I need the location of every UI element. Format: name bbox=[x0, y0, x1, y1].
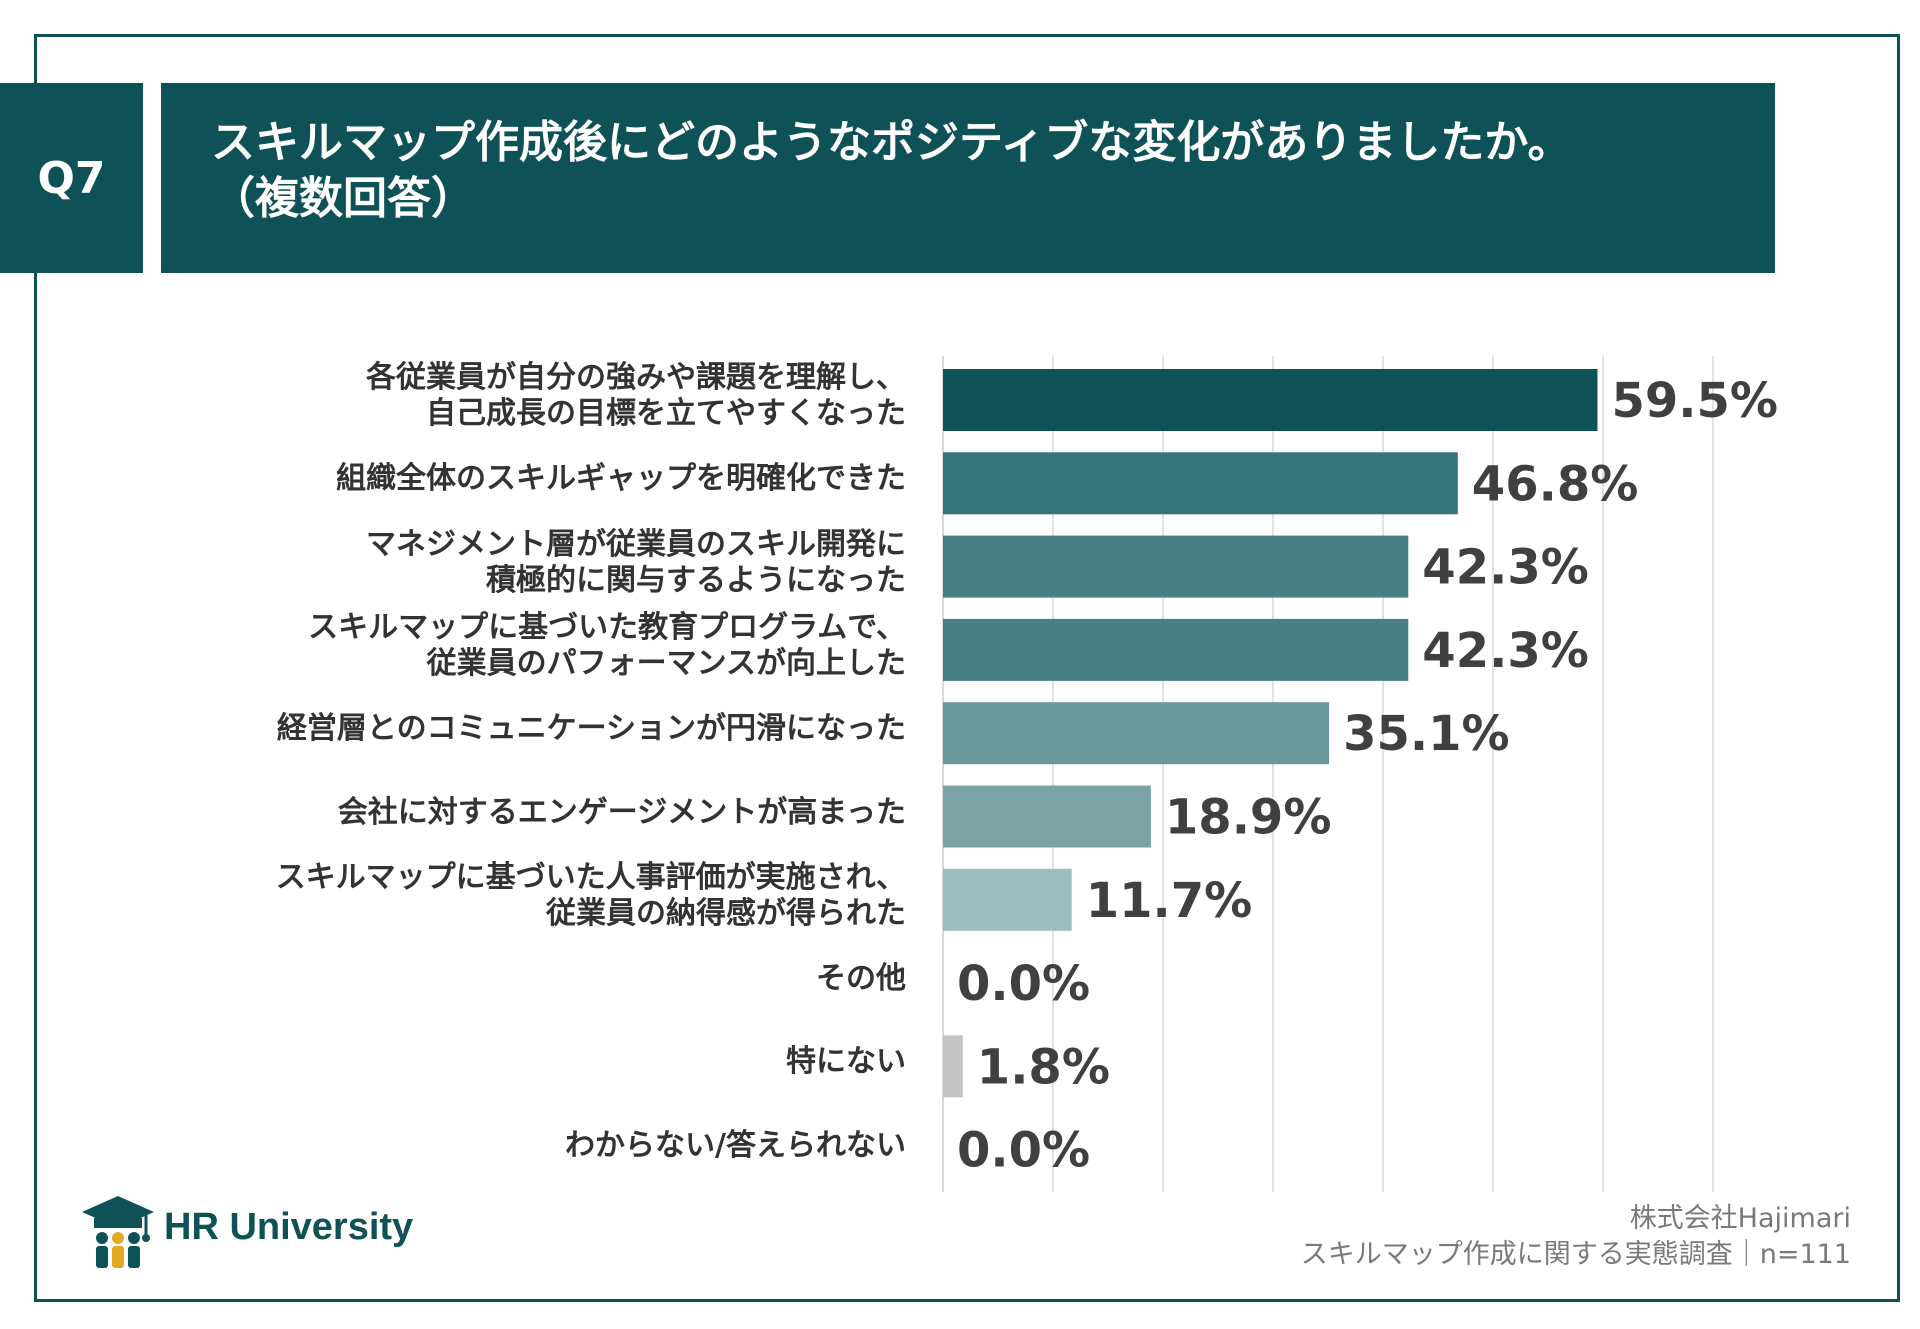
hr-university-logo: HR University bbox=[76, 1190, 416, 1270]
category-label: マネジメント層が従業員のスキル開発に 積極的に関与するようになった bbox=[366, 527, 906, 599]
category-label-line: 従業員の納得感が得られた bbox=[546, 895, 906, 931]
category-label: 会社に対するエンゲージメントが高まった bbox=[338, 795, 906, 831]
bar-value-label: 46.8% bbox=[1472, 456, 1639, 512]
bar-value-label: 35.1% bbox=[1343, 706, 1510, 762]
bar-value-label: 0.0% bbox=[957, 956, 1090, 1012]
category-label-line: 特にない bbox=[786, 1044, 906, 1080]
bar bbox=[943, 535, 1409, 598]
bar bbox=[943, 702, 1330, 765]
bar bbox=[943, 452, 1458, 515]
bar-value-label: 59.5% bbox=[1612, 373, 1779, 429]
bar-value-label: 0.0% bbox=[957, 1123, 1090, 1179]
category-label-line: 自己成長の目標を立てやすくなった bbox=[426, 396, 906, 431]
outer-frame bbox=[34, 34, 1900, 1302]
category-label: スキルマップに基づいた教育プログラムで、 従業員のパフォーマンスが向上した bbox=[308, 610, 906, 682]
category-label: 組織全体のスキルギャップを明確化できた bbox=[336, 461, 906, 497]
category-label-line: スキルマップに基づいた人事評価が実施され、 bbox=[275, 859, 906, 895]
category-label-line: その他 bbox=[816, 961, 906, 997]
category-label-line: スキルマップに基づいた教育プログラムで、 bbox=[308, 609, 906, 645]
company-name: 株式会社Hajimari bbox=[1629, 1203, 1851, 1234]
bar-value-label: 1.8% bbox=[977, 1039, 1110, 1095]
category-label-line: 積極的に関与するようになった bbox=[486, 562, 906, 598]
category-label: スキルマップに基づいた人事評価が実施され、 従業員の納得感が得られた bbox=[276, 860, 906, 932]
question-number: Q7 bbox=[37, 152, 106, 204]
category-label-line: 従業員のパフォーマンスが向上した bbox=[426, 645, 906, 681]
bar-value-label: 42.3% bbox=[1422, 623, 1589, 679]
category-label: 特にない bbox=[786, 1044, 906, 1080]
survey-source: スキルマップ作成に関する実態調査｜n=111 bbox=[1300, 1239, 1851, 1270]
logo-text: HR University bbox=[164, 1206, 414, 1248]
category-label-line: 経営層とのコミュニケーションが円滑になった bbox=[276, 711, 906, 747]
category-label-line: わからない/答えられない bbox=[565, 1127, 906, 1163]
bar-value-label: 11.7% bbox=[1086, 873, 1253, 929]
bar bbox=[943, 868, 1072, 931]
question-number-badge: Q7 bbox=[0, 83, 143, 273]
bar bbox=[943, 618, 1409, 681]
category-label: その他 bbox=[816, 961, 906, 997]
bar bbox=[943, 1035, 963, 1098]
category-label-line: 会社に対するエンゲージメントが高まった bbox=[337, 794, 906, 830]
question-title-line-2: （複数回答） bbox=[211, 173, 475, 224]
category-label-line: 各従業員が自分の強みや課題を理解し、 bbox=[366, 360, 906, 395]
category-label: 各従業員が自分の強みや課題を理解し、 自己成長の目標を立てやすくなった bbox=[366, 360, 906, 432]
bar-value-label: 42.3% bbox=[1422, 540, 1589, 596]
bar bbox=[943, 369, 1598, 431]
category-label-line: マネジメント層が従業員のスキル開発に bbox=[366, 526, 906, 562]
category-label: わからない/答えられない bbox=[565, 1128, 906, 1164]
question-title-box: スキルマップ作成後にどのようなポジティブな変化がありましたか。 （複数回答） bbox=[161, 83, 1775, 273]
bar-value-label: 18.9% bbox=[1165, 790, 1332, 846]
question-title-line-1: スキルマップ作成後にどのようなポジティブな変化がありましたか。 bbox=[211, 117, 1572, 168]
category-label-line: 組織全体のスキルギャップを明確化できた bbox=[336, 461, 906, 497]
bar bbox=[943, 785, 1151, 848]
graduation-cap-icon bbox=[82, 1196, 154, 1268]
category-label: 経営層とのコミュニケーションが円滑になった bbox=[277, 711, 906, 747]
